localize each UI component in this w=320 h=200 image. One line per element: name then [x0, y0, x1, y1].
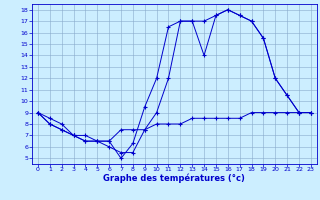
X-axis label: Graphe des températures (°c): Graphe des températures (°c): [103, 174, 245, 183]
